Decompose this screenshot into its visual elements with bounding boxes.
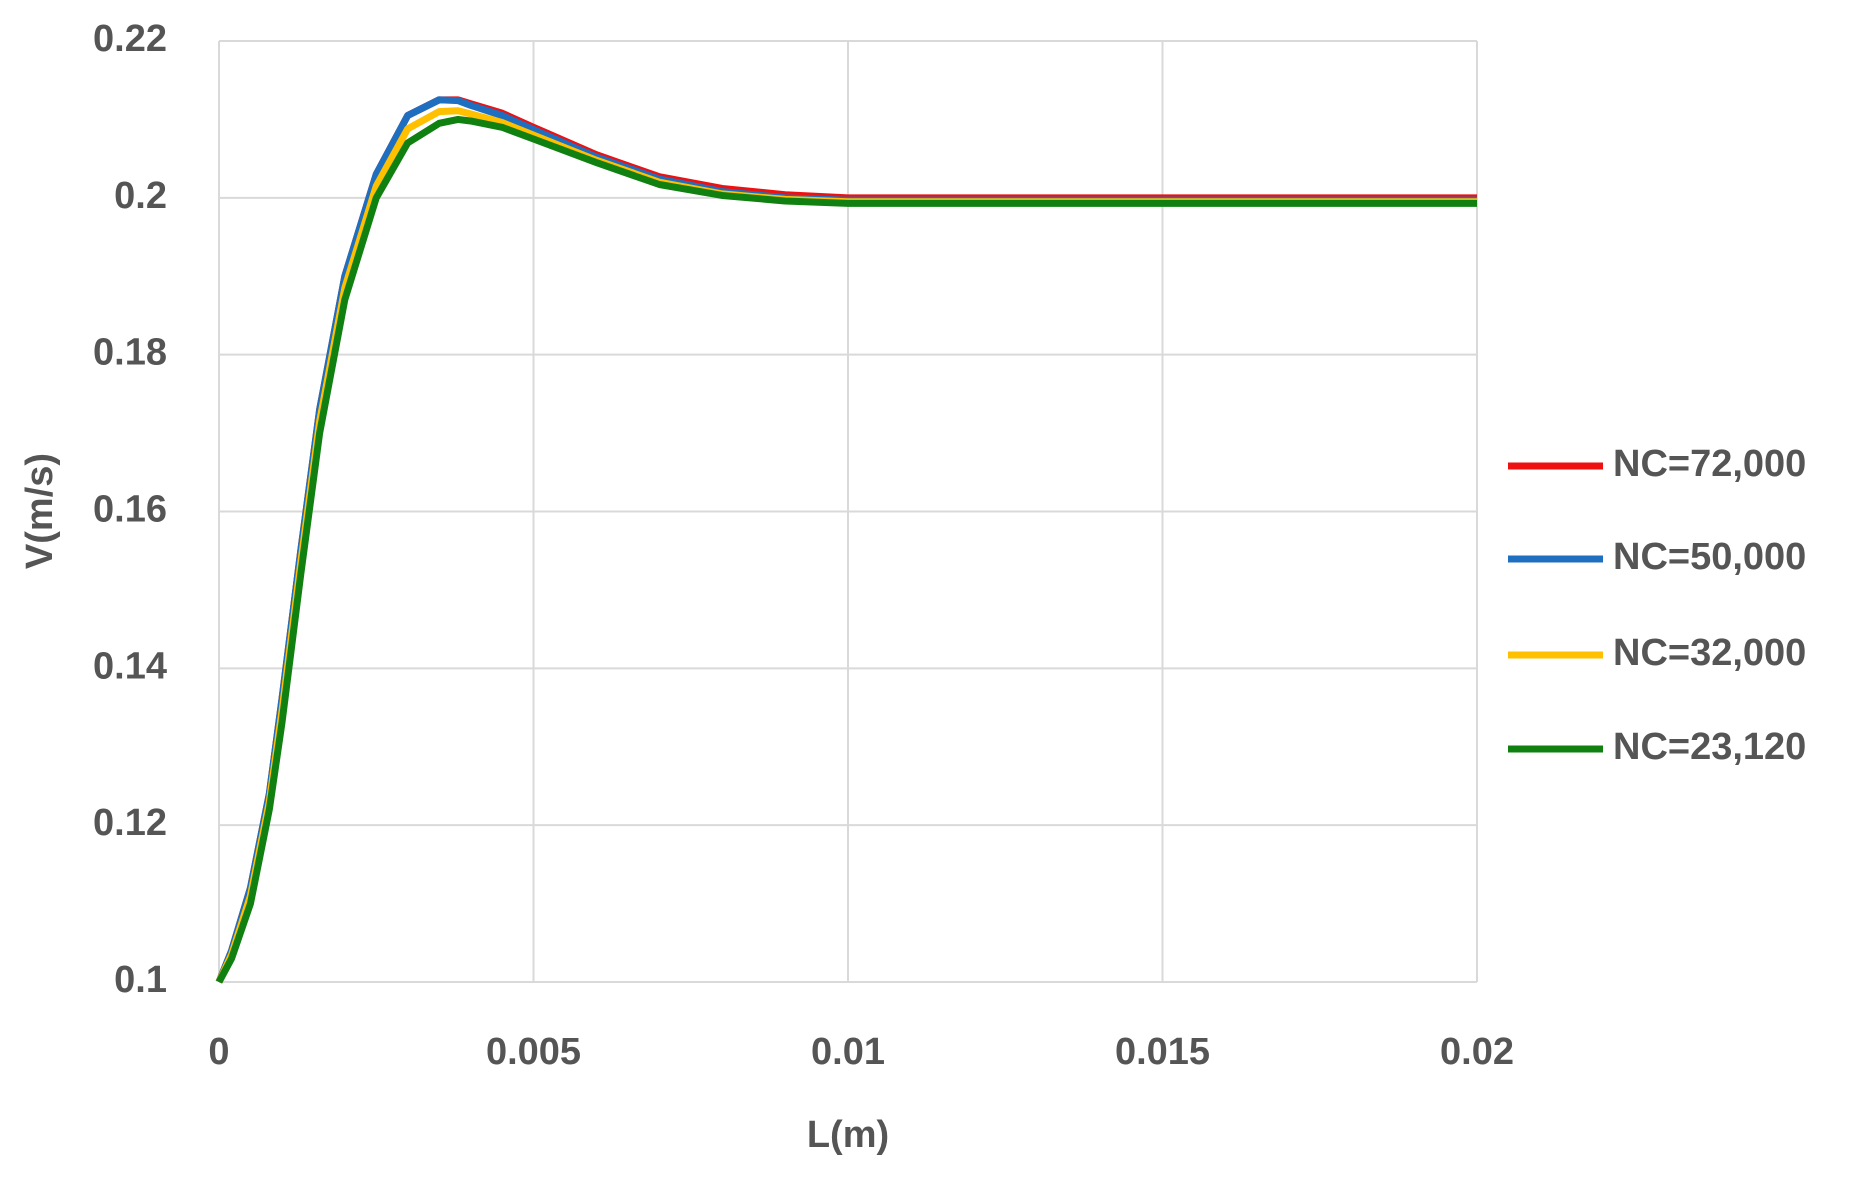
y-tick-label: 0.1 — [114, 959, 167, 1001]
y-tick-label: 0.22 — [93, 18, 167, 60]
y-tick-label: 0.12 — [93, 802, 167, 844]
series-line — [215, 115, 1477, 984]
legend-label: NC=72,000 — [1613, 443, 1806, 485]
legend-label: NC=32,000 — [1613, 632, 1806, 674]
x-axis-label: L(m) — [807, 1114, 889, 1156]
y-tick-label: 0.18 — [93, 332, 167, 374]
legend-label: NC=23,120 — [1613, 726, 1806, 768]
x-tick-label: 0.01 — [811, 1031, 885, 1073]
y-tick-label: 0.14 — [93, 645, 167, 687]
y-tick-label: 0.16 — [93, 489, 167, 531]
x-tick-label: 0.02 — [1440, 1031, 1514, 1073]
y-tick-label: 0.2 — [114, 175, 167, 217]
x-tick-label: 0.015 — [1115, 1031, 1210, 1073]
x-tick-label: 0.005 — [486, 1031, 581, 1073]
x-tick-label: 0 — [208, 1031, 229, 1073]
y-axis-label: V(m/s) — [19, 453, 61, 569]
legend-label: NC=50,000 — [1613, 536, 1806, 578]
